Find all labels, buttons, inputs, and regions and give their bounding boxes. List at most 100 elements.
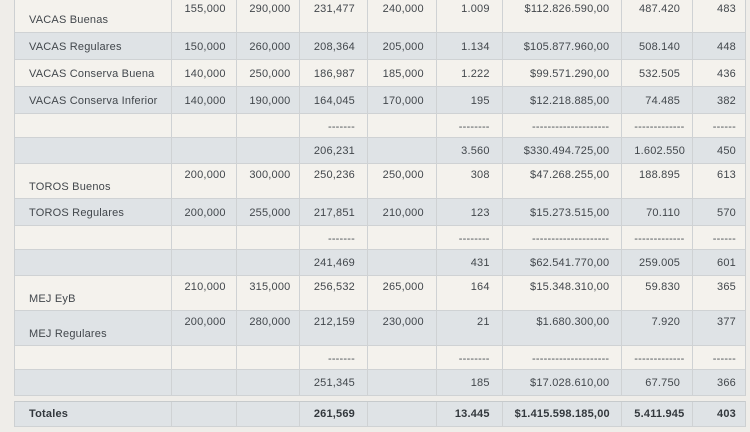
value-cell: 280,000 — [237, 311, 301, 345]
value-cell: ------ — [712, 233, 736, 245]
value-cell: 448 — [717, 41, 736, 53]
value-cell: 308 — [437, 164, 503, 198]
value-cell: 155,000 — [172, 0, 238, 32]
value-cell: 250,236 — [300, 164, 368, 198]
value-cell: 186,987 — [300, 60, 368, 86]
value-cell: 230,000 — [368, 311, 437, 345]
value-cell: -------- — [437, 226, 503, 249]
value-cell — [237, 226, 301, 249]
value-cell: 164,045 — [300, 87, 368, 113]
value-cell: 436 — [717, 68, 736, 80]
value-cell: 150,000 — [172, 33, 238, 59]
value-cell: 200,000 — [172, 311, 238, 345]
value-cell: 210,000 — [368, 199, 437, 225]
value-cell — [368, 138, 437, 163]
value-cell — [172, 402, 238, 426]
value-cell — [368, 114, 437, 137]
value-cell: ------------- — [622, 114, 694, 137]
value-cell: 200,000 — [172, 199, 238, 225]
value-cell: $12.218.885,00 — [503, 87, 623, 113]
value-cell: 290,000 — [237, 0, 301, 32]
value-cell: 210,000 — [172, 276, 238, 310]
value-cell: 613 — [717, 169, 736, 181]
row-totales: Totales 261,569 13.445 $1.415.598.185,00 5.4… — [15, 402, 745, 427]
value-cell: 13.445 — [437, 402, 503, 426]
value-cell: $1.415.598.185,00 — [503, 402, 623, 426]
value-cell: 188.895 — [622, 164, 694, 198]
value-cell: 240,000 — [368, 0, 437, 32]
value-cell: 300,000 — [237, 164, 301, 198]
value-cell: ------- — [300, 346, 368, 369]
value-cell: 5.411.945 — [622, 402, 694, 426]
category-cell: MEJ EyB — [15, 276, 173, 310]
row-vacas-conserva-buena: VACAS Conserva Buena 140,000 250,000 186,98… — [15, 60, 745, 87]
value-cell: 241,469 — [300, 250, 368, 275]
row-mej-regulares: MEJ Regulares 200,000 280,000 212,159 230,00… — [15, 311, 745, 346]
value-cell: $330.494.725,00 — [503, 138, 623, 163]
row-vacas-buenas: VACAS Buenas 155,000 290,000 231,477 240,000… — [15, 0, 745, 33]
row-vacas-conserva-inferior: VACAS Conserva Inferior 140,000 190,000 164… — [15, 87, 745, 114]
value-cell: $47.268.255,00 — [503, 164, 623, 198]
category-cell: VACAS Conserva Buena — [15, 60, 173, 86]
value-cell — [172, 250, 238, 275]
value-cell — [237, 346, 301, 369]
row-mej-eyb: MEJ EyB 210,000 315,000 256,532 265,000 164 $1… — [15, 276, 745, 311]
table-body: VACAS Buenas 155,000 290,000 231,477 240,000… — [14, 0, 746, 396]
value-cell: 601 — [717, 257, 736, 269]
value-cell: 185,000 — [368, 60, 437, 86]
value-cell — [237, 370, 301, 395]
value-cell: 170,000 — [368, 87, 437, 113]
value-cell: 261,569 — [300, 402, 368, 426]
value-cell: 67.750 — [622, 370, 694, 395]
value-cell: ------------- — [622, 346, 694, 369]
value-cell: 164 — [437, 276, 503, 310]
value-cell: 208,364 — [300, 33, 368, 59]
value-cell: $17.028.610,00 — [503, 370, 623, 395]
row-dashes-mej: ------- -------- -------------------- -----… — [15, 346, 745, 370]
value-cell: 431 — [437, 250, 503, 275]
category-cell — [15, 226, 173, 249]
row-toros-buenos: TOROS Buenos 200,000 300,000 250,236 250,000… — [15, 164, 745, 199]
category-cell: Totales — [15, 402, 173, 426]
value-cell: 365 — [717, 281, 736, 293]
value-cell: 1.602.550 — [622, 138, 694, 163]
value-cell: 260,000 — [237, 33, 301, 59]
value-cell — [368, 402, 437, 426]
value-cell: ------------- — [622, 226, 694, 249]
value-cell: -------------------- — [503, 226, 623, 249]
value-cell: 185 — [437, 370, 503, 395]
value-cell: 1.009 — [437, 0, 503, 32]
value-cell: 217,851 — [300, 199, 368, 225]
value-cell — [368, 370, 437, 395]
value-cell — [172, 138, 238, 163]
value-cell: 508.140 — [622, 33, 694, 59]
value-cell: 140,000 — [172, 87, 238, 113]
row-dashes-vacas: ------- -------- -------------------- -----… — [15, 114, 745, 138]
value-cell: 487.420 — [622, 0, 694, 32]
value-cell: 251,345 — [300, 370, 368, 395]
value-cell: 3.560 — [437, 138, 503, 163]
value-cell: 205,000 — [368, 33, 437, 59]
table-totals-section: Totales 261,569 13.445 $1.415.598.185,00 5.4… — [14, 401, 746, 427]
value-cell: 206,231 — [300, 138, 368, 163]
category-cell — [15, 346, 173, 369]
value-cell: 259.005 — [622, 250, 694, 275]
category-cell — [15, 138, 173, 163]
value-cell: 315,000 — [237, 276, 301, 310]
value-cell: 450 — [717, 145, 736, 157]
value-cell: ------- — [300, 226, 368, 249]
value-cell: $15.348.310,00 — [503, 276, 623, 310]
value-cell: ------ — [712, 121, 736, 133]
value-cell: 74.485 — [622, 87, 694, 113]
value-cell — [172, 114, 238, 137]
value-cell — [237, 138, 301, 163]
row-subtotal-mej: 251,345 185 $17.028.610,00 67.750 366 — [15, 370, 745, 396]
value-cell — [172, 226, 238, 249]
category-cell — [15, 250, 173, 275]
value-cell — [237, 402, 301, 426]
value-cell: ------ — [712, 353, 736, 365]
value-cell: 570 — [717, 207, 736, 219]
value-cell: 195 — [437, 87, 503, 113]
value-cell — [368, 346, 437, 369]
row-vacas-regulares: VACAS Regulares 150,000 260,000 208,364 205,… — [15, 33, 745, 60]
